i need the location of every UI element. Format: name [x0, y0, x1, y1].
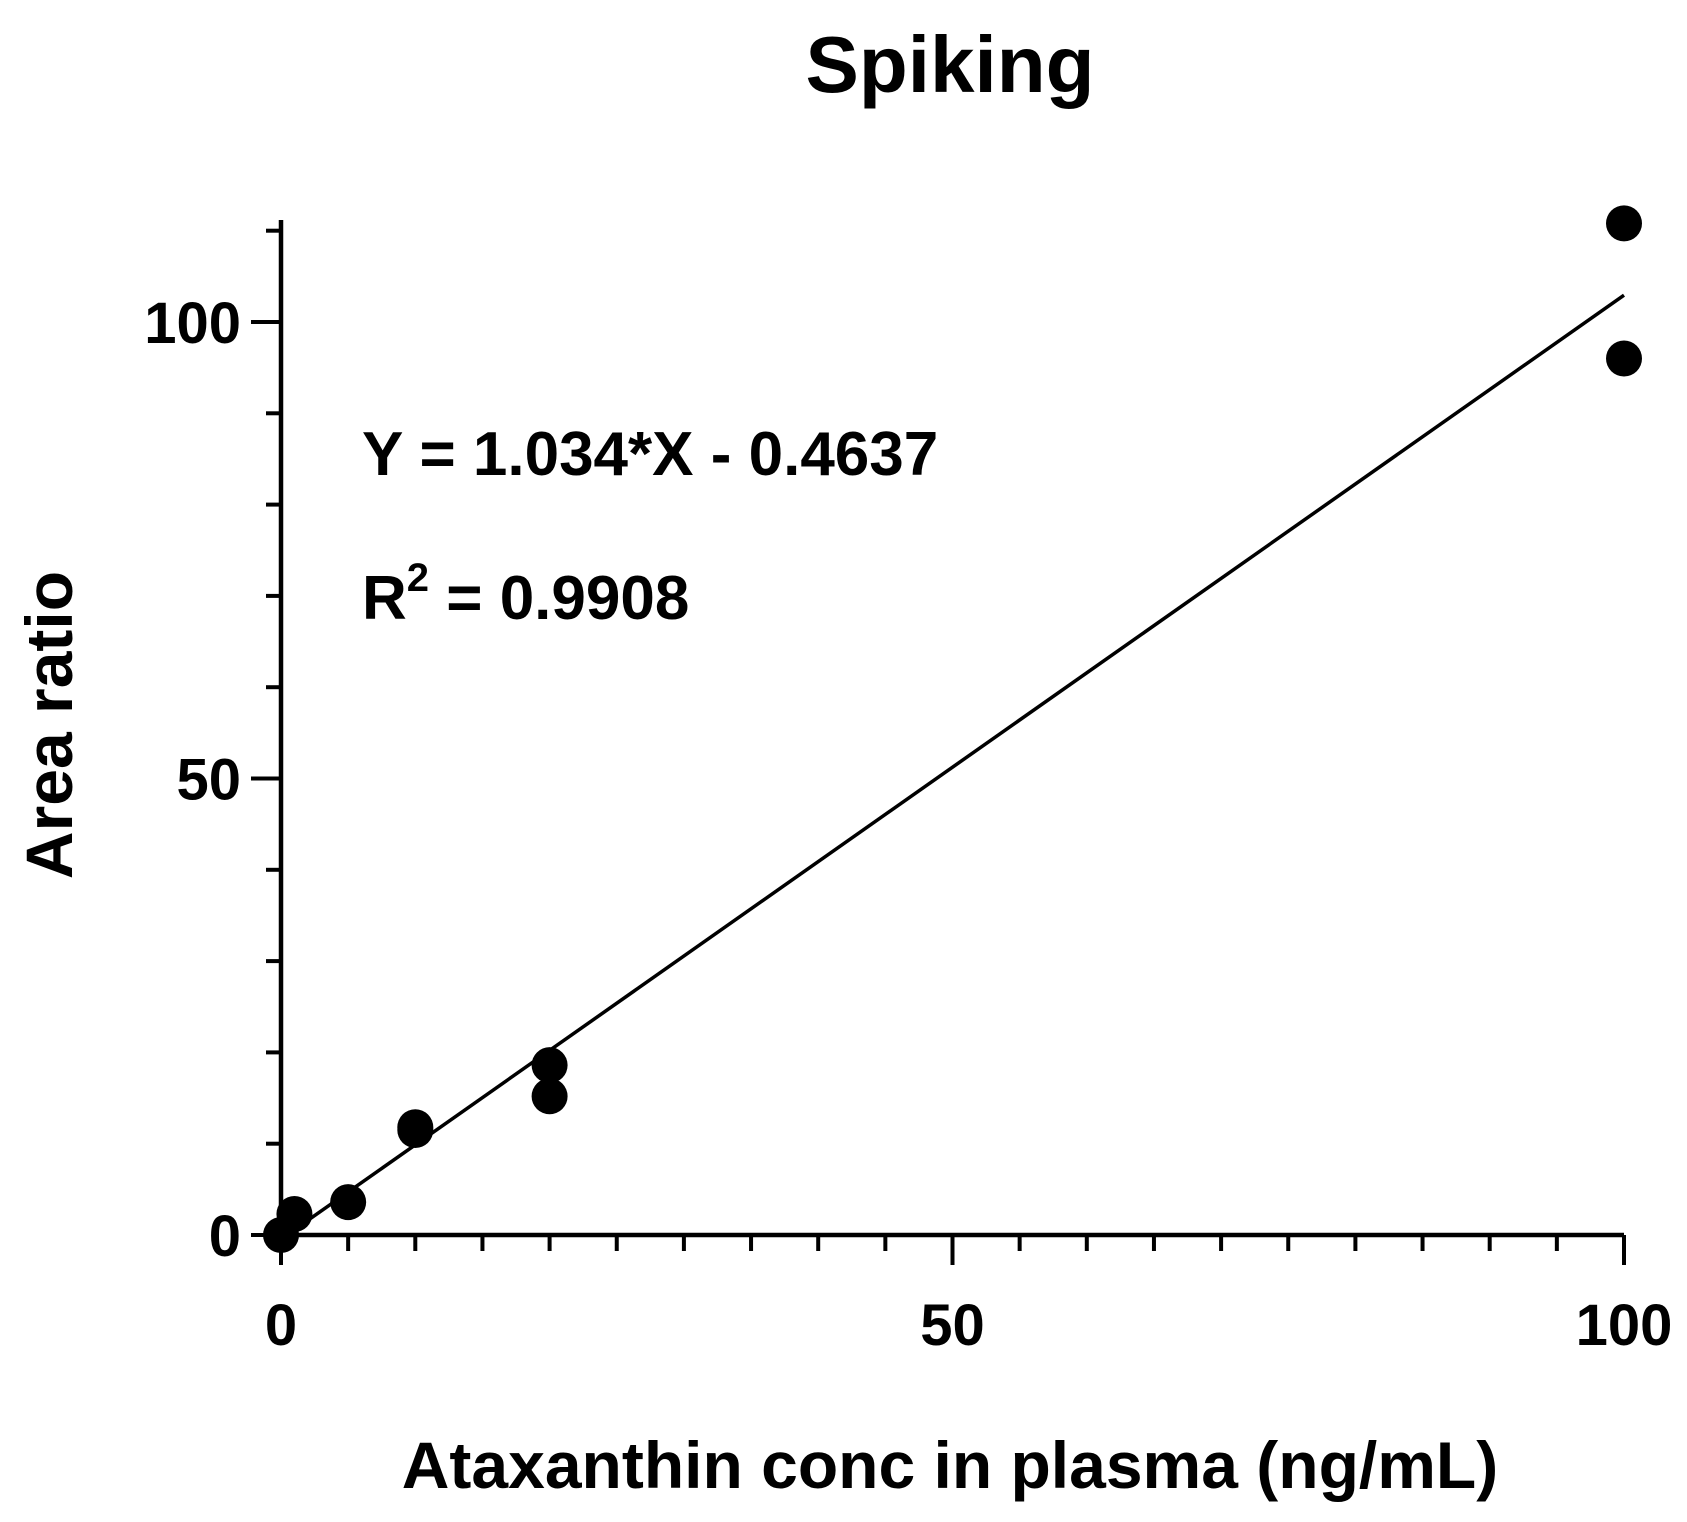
data-point — [397, 1109, 434, 1146]
r-squared-symbol: R — [362, 564, 407, 633]
r-squared-annotation: R2 = 0.9908 — [362, 556, 689, 633]
data-point — [1606, 205, 1642, 242]
y-tick-label: 100 — [144, 291, 241, 356]
axes: 0 50 100 0 50 100 — [144, 220, 1672, 1358]
data-point — [531, 1078, 568, 1115]
r-squared-value: = 0.9908 — [429, 564, 689, 633]
regression-line — [279, 293, 1626, 1241]
data-point — [531, 1047, 568, 1084]
regression-line-group — [279, 293, 1626, 1241]
data-point — [330, 1184, 367, 1221]
x-axis-label: Ataxanthin conc in plasma (ng/mL) — [402, 1428, 1498, 1502]
chart-title: Spiking — [806, 20, 1095, 109]
r-squared-superscript: 2 — [407, 556, 429, 600]
data-point — [1606, 340, 1642, 377]
x-tick-label: 100 — [1576, 1293, 1673, 1358]
x-tick-label: 50 — [920, 1293, 985, 1358]
y-tick-label: 50 — [176, 748, 241, 813]
y-axis-label: Area ratio — [12, 571, 86, 879]
data-point — [276, 1196, 313, 1233]
equation-annotation: Y = 1.034*X - 0.4637 — [362, 420, 938, 489]
data-points — [263, 205, 1642, 1253]
y-tick-label: 0 — [209, 1204, 241, 1269]
x-tick-label: 0 — [265, 1293, 297, 1358]
